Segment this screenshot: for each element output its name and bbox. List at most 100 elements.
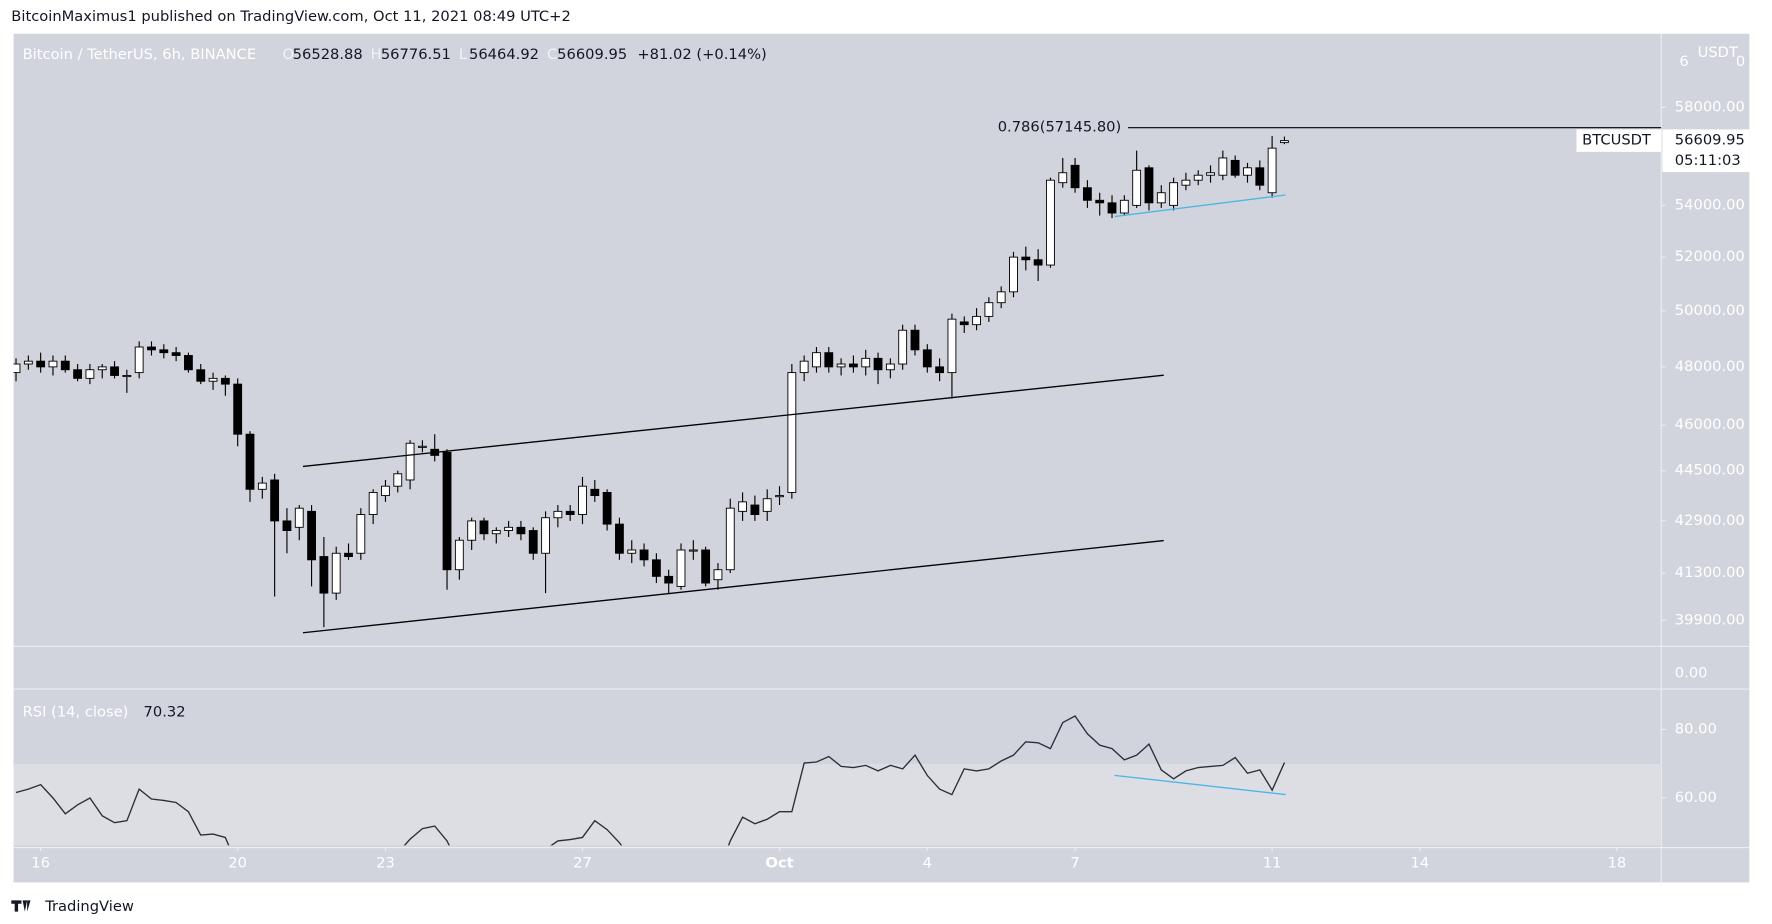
candle-body <box>1144 167 1154 204</box>
symbol-title: Bitcoin / TetherUS, 6h, BINANCE <box>23 46 257 63</box>
change-value: +81.02 (+0.14%) <box>637 46 766 63</box>
y-tick-label: 58000.00 <box>1675 98 1745 115</box>
candle-body <box>762 498 772 512</box>
candle-body <box>220 377 230 385</box>
ohlc-key: H <box>371 46 382 63</box>
candle-body <box>36 360 46 368</box>
candle-body <box>60 360 70 371</box>
candle-body <box>676 549 686 587</box>
candle-body <box>1132 169 1142 206</box>
y-tick-label: 39900.00 <box>1675 611 1745 628</box>
candle-body <box>775 495 784 498</box>
candle-body <box>23 360 33 365</box>
candle-body <box>885 363 895 371</box>
candle-body <box>553 510 563 519</box>
candle-body <box>1009 256 1018 293</box>
candle-body <box>270 479 280 522</box>
ohlc-key: C <box>547 46 557 63</box>
candle-body <box>910 329 920 351</box>
candle-body <box>812 352 821 368</box>
candle-body <box>1046 179 1055 266</box>
candle-body <box>13 363 21 374</box>
candle-body <box>1280 140 1289 144</box>
candle-body <box>516 526 526 535</box>
candle-body <box>972 315 981 326</box>
x-tick-label: 23 <box>376 854 395 871</box>
ohlc-key: L <box>459 46 468 63</box>
x-tick-label: 7 <box>1070 854 1079 871</box>
candle-body <box>738 501 747 512</box>
candle-body <box>824 352 834 368</box>
candle-body <box>1267 147 1277 194</box>
candle-body <box>1206 172 1215 176</box>
candle-body <box>417 445 427 448</box>
rsi-line <box>15 715 1286 846</box>
candle-body <box>1156 192 1166 204</box>
candle-body <box>935 366 945 374</box>
rsi-tick-label: 80.00 <box>1675 720 1717 737</box>
axis-extra-label: 6 <box>1679 53 1688 70</box>
candle-body <box>959 321 969 326</box>
candle-body <box>368 491 378 515</box>
x-tick-label: 27 <box>573 854 592 871</box>
candle-body <box>861 357 871 368</box>
candle-body <box>1119 199 1129 214</box>
y-tick-label: 52000.00 <box>1675 248 1745 265</box>
y-tick-label: 46000.00 <box>1675 416 1745 433</box>
candle-body <box>528 530 538 554</box>
candle-body <box>1193 174 1203 181</box>
y-tick-label: 42900.00 <box>1675 512 1745 529</box>
candle-body <box>565 510 575 515</box>
candle-body <box>110 366 119 376</box>
candle-body <box>787 372 797 493</box>
x-tick-label: 14 <box>1411 854 1430 871</box>
candle-body <box>442 451 452 571</box>
candle-body <box>393 473 403 487</box>
price-tag <box>1662 129 1750 173</box>
symbol-tag <box>1576 129 1662 152</box>
ohlc-key: O <box>283 46 295 63</box>
candle-body <box>405 442 415 481</box>
x-tick-label: 11 <box>1263 854 1282 871</box>
candle-body <box>615 523 624 554</box>
ohlc-value: 56528.88 <box>293 46 363 63</box>
publish-header: BitcoinMaximus1 published on TradingView… <box>11 8 571 25</box>
candle-body <box>984 302 994 317</box>
x-tick-label: 20 <box>228 854 247 871</box>
candle-body <box>1230 159 1240 176</box>
candle-body <box>725 507 735 571</box>
x-tick-label: 4 <box>923 854 932 871</box>
candle-body <box>849 363 858 368</box>
fib-label: 0.786(57145.80) <box>998 119 1122 136</box>
candle-body <box>504 526 514 531</box>
candle-body <box>578 485 587 515</box>
candle-body <box>799 360 809 374</box>
candle-body <box>208 377 218 382</box>
candle-body <box>627 549 637 554</box>
candle-body <box>1021 256 1031 261</box>
x-tick-label: 18 <box>1608 854 1627 871</box>
ohlc-value: 56776.51 <box>381 46 451 63</box>
candle-body <box>713 569 723 581</box>
candle-body <box>356 514 366 554</box>
ohlc-value: 56609.95 <box>557 46 627 63</box>
candle-body <box>590 488 600 497</box>
candle-body <box>307 510 316 561</box>
candle-body <box>257 482 267 490</box>
candle-body <box>1095 199 1105 204</box>
candle-body <box>184 355 193 371</box>
price-tag-value: 56609.95 <box>1675 132 1745 149</box>
candle-body <box>171 352 181 356</box>
candle-body <box>688 549 698 552</box>
trendline <box>302 374 1164 468</box>
candle-body <box>873 357 883 371</box>
candle-body <box>97 366 107 371</box>
y-tick-label: 48000.00 <box>1675 358 1745 375</box>
candle-body <box>750 504 760 515</box>
candle-body <box>639 549 649 561</box>
ohlc-value: 56464.92 <box>469 46 539 63</box>
candle-body <box>1181 179 1191 186</box>
candle-body <box>898 329 908 365</box>
candle-body <box>836 363 846 368</box>
